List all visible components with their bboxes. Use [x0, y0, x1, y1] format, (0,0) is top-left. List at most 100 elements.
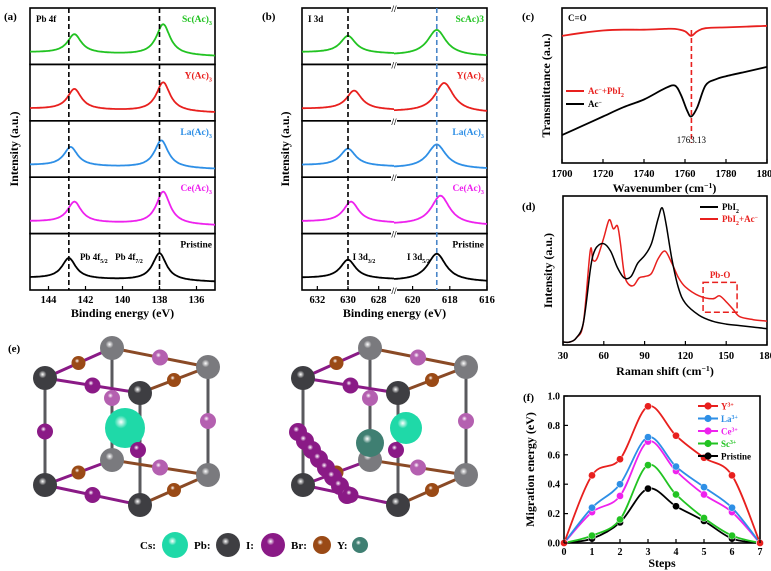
legend-label: PbI2 [722, 202, 739, 215]
text-part: − [599, 87, 603, 93]
x-tick-label: 620 [405, 295, 421, 306]
series-label: ScAc)3 [456, 14, 485, 25]
pb-atom [291, 366, 315, 390]
text-part: Y(Ac) [457, 70, 481, 81]
pb-atom [33, 366, 57, 390]
pb-atom [454, 463, 478, 487]
text-part: 3+ [728, 403, 735, 409]
text-part: ScAc)3 [456, 14, 485, 25]
series-line-pristine [30, 252, 215, 283]
peak-annotation: Pb 4f5/2 [80, 252, 108, 265]
axis-break-mark: // [390, 286, 397, 296]
text-part: Ce(Ac) [452, 183, 480, 194]
x-tick-label: 1700 [552, 169, 573, 180]
i-atom [152, 459, 168, 476]
data-point [728, 531, 736, 540]
text-part: PbI [722, 214, 737, 224]
text-part: Raman shift (cm [616, 364, 701, 378]
legend-label: La3+ [721, 414, 738, 424]
series-line [394, 194, 488, 225]
series-label: Pristine [452, 241, 484, 251]
data-point [728, 503, 736, 512]
plot-frame [561, 7, 768, 164]
legend-marker [704, 439, 712, 448]
text-part: Ac [588, 86, 599, 96]
pb-atom [196, 463, 220, 487]
text-part: 3+ [732, 428, 739, 434]
axis-break-mark: // [390, 4, 397, 14]
i-atom [130, 442, 146, 458]
data-point [616, 515, 624, 524]
series-line [562, 218, 768, 344]
x-tick-label: 632 [309, 295, 325, 306]
panel-label: (c) [522, 11, 535, 23]
y-tick-label: 0.6 [548, 450, 561, 461]
x-axis-title: Binding energy (eV) [71, 306, 174, 320]
y-tick-label: 0.0 [548, 539, 561, 550]
x-tick-label: 7 [758, 547, 763, 558]
legend-atom-cs [162, 532, 188, 558]
i-atom [458, 413, 474, 429]
br-atom [71, 356, 86, 370]
text-part: 3 [209, 21, 212, 27]
legend-atom-y [352, 537, 368, 553]
series-label: La(Ac)3 [452, 127, 484, 140]
y-axis-title: Intensity (a.u.) [541, 233, 555, 308]
legend-atom-pb [216, 533, 240, 557]
br-atom [167, 483, 181, 497]
series-label: Ce(Ac)3 [452, 183, 484, 196]
peak-annotation: I 3d3/2 [353, 252, 376, 265]
br-atom [425, 373, 439, 387]
plot-frame [562, 195, 768, 346]
legend-element-label: Cs: [140, 540, 156, 552]
legend-label: Pristine [721, 452, 751, 462]
text-part: −1 [704, 181, 712, 190]
axis-break-mark: // [390, 60, 397, 70]
data-point [644, 484, 652, 493]
x-tick-label: 2 [618, 547, 623, 558]
text-part: 3+ [730, 440, 737, 446]
y-atom [356, 429, 384, 457]
br-atom [167, 373, 181, 387]
axis-break-mark: // [390, 117, 397, 127]
text-part: I 3d [407, 252, 422, 262]
x-tick-label: 120 [678, 351, 694, 362]
series-line-ceac [30, 190, 215, 226]
br-atom [425, 483, 439, 497]
data-point [700, 514, 708, 522]
x-axis-title: Wavenumber (cm−1) [613, 181, 717, 196]
y-tick-label: 0.4 [548, 480, 561, 491]
legend-marker [704, 414, 712, 423]
cs-atom [390, 412, 422, 444]
series-label: Y(Ac)3 [185, 70, 212, 83]
x-tick-label: 1 [590, 547, 595, 558]
peak-annotation: I 3d5/2 [407, 252, 430, 265]
data-point [588, 503, 596, 512]
panel-label: (a) [4, 11, 17, 23]
legend-label: Ac− [588, 99, 603, 109]
text-part: +Ac [739, 214, 755, 224]
data-point [700, 490, 708, 499]
panel-e: (e) Cs: Pb: I: Br: Y: [8, 336, 478, 558]
series-label: Sc(Ac)3 [182, 14, 212, 27]
x-tick-label: 60 [599, 351, 610, 362]
data-point [672, 490, 680, 499]
text-part: I 3d [353, 252, 368, 262]
y-axis-title: Intensity (a.u.) [278, 111, 292, 186]
i-atom [342, 487, 359, 503]
series-line-scac [30, 23, 216, 57]
text-part: Ac [588, 99, 599, 109]
pb-atom [128, 493, 152, 517]
pb-atom [100, 448, 124, 472]
series-line-yac [30, 81, 216, 113]
x-tick-label: 618 [442, 295, 458, 306]
text-part: La(Ac) [180, 127, 209, 138]
series-line [394, 28, 488, 57]
i-atom [388, 442, 404, 458]
legend-element-label: Pb: [194, 540, 211, 552]
x-tick-label: 5 [702, 547, 707, 558]
text-part: PbI [722, 202, 737, 212]
text-part: 3 [481, 190, 484, 196]
